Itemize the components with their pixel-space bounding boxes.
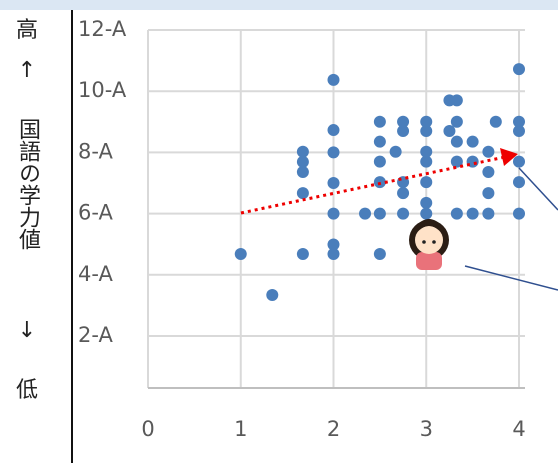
y-tick-label: 12-A: [78, 17, 127, 41]
point: [397, 208, 409, 220]
point: [467, 208, 479, 220]
point: [359, 208, 371, 220]
point: [513, 156, 525, 168]
y-tick-label: 4-A: [78, 262, 113, 286]
point: [374, 136, 386, 148]
point: [482, 208, 494, 220]
point: [374, 156, 386, 168]
point: [513, 63, 525, 75]
point: [451, 208, 463, 220]
x-tick-label: 0: [141, 417, 154, 441]
point: [482, 187, 494, 199]
point: [328, 146, 340, 158]
point: [397, 187, 409, 199]
point: [482, 166, 494, 178]
point: [420, 176, 432, 188]
y-tick-label: 8-A: [78, 139, 113, 163]
point: [266, 289, 278, 301]
point: [451, 94, 463, 106]
point: [328, 124, 340, 136]
x-tick-label: 1: [234, 417, 247, 441]
point: [513, 208, 525, 220]
point: [451, 116, 463, 128]
point: [420, 146, 432, 158]
point: [297, 187, 309, 199]
point: [420, 116, 432, 128]
point: [482, 146, 494, 158]
point: [374, 208, 386, 220]
point: [513, 176, 525, 188]
point: [297, 248, 309, 260]
callout-line: [465, 266, 558, 290]
point: [328, 208, 340, 220]
y-tick-label: 6-A: [78, 201, 113, 225]
point: [297, 146, 309, 158]
callout-line: [519, 168, 558, 210]
chart: 2-A 4-A 6-A 8-A 10-A 12-A 0 1 2 3 4: [0, 0, 558, 463]
y-tick-label: 10-A: [78, 78, 127, 102]
x-tick-label: 4: [512, 417, 525, 441]
point: [451, 136, 463, 148]
page: 高 ↑ 国語の学力値 ↓ 低 2-A4-A6-A8-A10-A12-A01234…: [0, 0, 558, 463]
point: [328, 177, 340, 189]
point: [374, 248, 386, 260]
trend-arrow: [241, 157, 505, 213]
point: [390, 146, 402, 158]
point: [374, 116, 386, 128]
point: [328, 74, 340, 86]
point: [513, 125, 525, 137]
x-tick-label: 3: [420, 417, 433, 441]
x-tick-label: 2: [327, 417, 340, 441]
point: [420, 197, 432, 209]
point: [328, 248, 340, 260]
point: [397, 125, 409, 137]
y-tick-label: 2-A: [78, 323, 113, 347]
girl-icon: [409, 219, 449, 270]
point: [490, 116, 502, 128]
point: [420, 208, 432, 220]
point: [467, 136, 479, 148]
point: [235, 248, 247, 260]
